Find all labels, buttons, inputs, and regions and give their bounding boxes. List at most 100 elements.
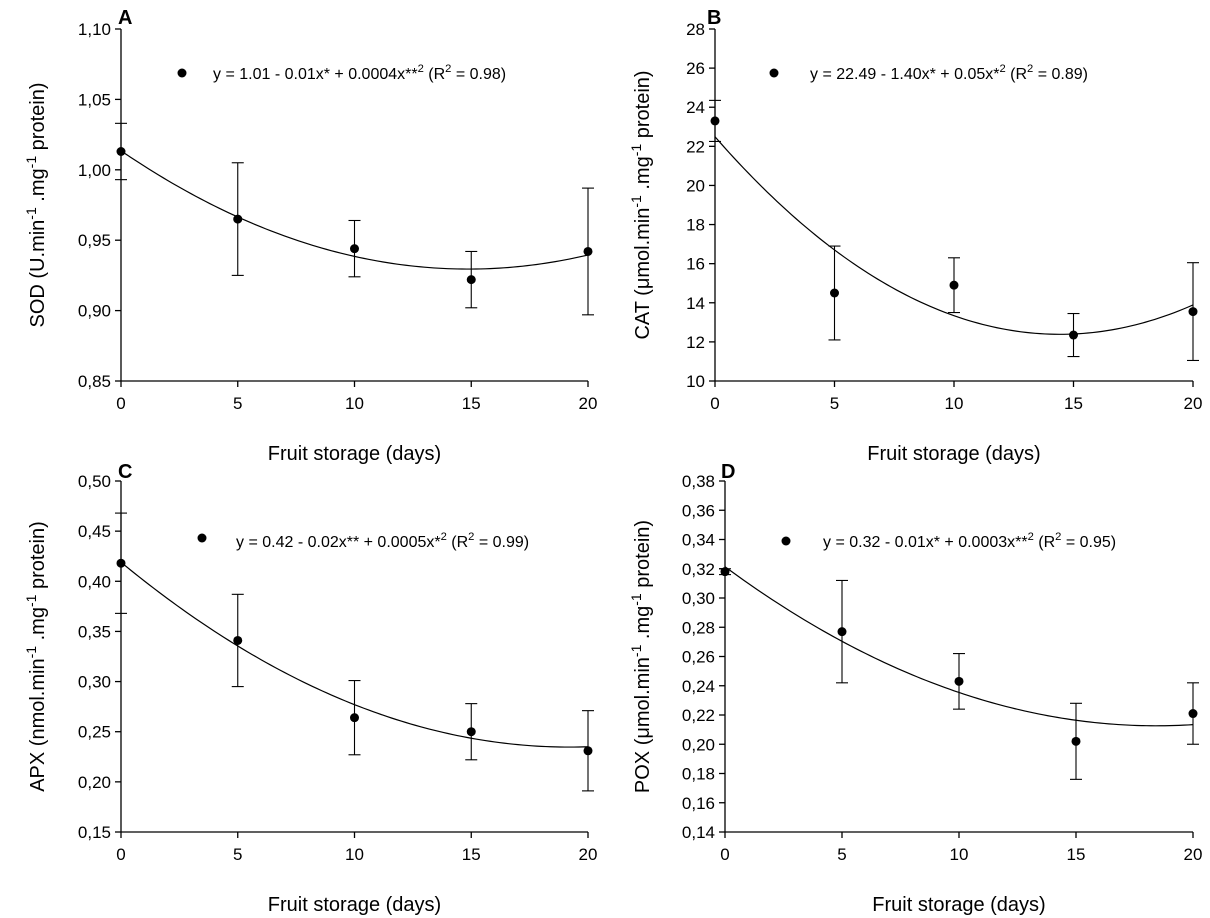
y-tick-label: 26: [686, 59, 705, 78]
y-axis-title-segment: protein): [632, 70, 654, 143]
x-axis-title: Fruit storage (days): [268, 443, 441, 465]
x-tick-label: 15: [462, 394, 481, 413]
data-point: [583, 746, 593, 756]
y-tick-label: 0,38: [682, 472, 715, 491]
x-tick-label: 5: [830, 394, 839, 413]
panel-label: B: [707, 7, 721, 29]
data-point: [466, 727, 476, 737]
regression-equation-superscript: 2: [445, 63, 451, 75]
y-tick-label: 0,18: [682, 765, 715, 784]
y-tick-label: 0,20: [78, 773, 111, 792]
y-axis-title-segment: .mg: [632, 156, 654, 195]
y-tick-label: 22: [686, 137, 705, 156]
y-axis-title-segment: protein): [27, 521, 49, 594]
x-tick-label: 0: [720, 845, 729, 864]
regression-equation-segment: y = 22.49 - 1.40x* + 0.05x*: [810, 66, 999, 83]
regression-equation: y = 22.49 - 1.40x* + 0.05x*2 (R2 = 0.89): [810, 63, 1088, 83]
x-tick-label: 20: [1184, 845, 1203, 864]
y-tick-label: 0,90: [78, 302, 111, 321]
y-tick-label: 1,05: [78, 90, 111, 109]
data-point: [1071, 736, 1081, 746]
y-tick-label: 0,50: [78, 472, 111, 491]
regression-equation-segment: = 0.95): [1061, 534, 1116, 551]
y-axis-title-superscript: -1: [23, 156, 39, 169]
regression-equation-segment: = 0.98): [451, 66, 506, 83]
y-tick-label: 0,95: [78, 231, 111, 250]
x-tick-label: 5: [233, 845, 242, 864]
y-axis-title-superscript: -1: [23, 594, 39, 607]
y-tick-label: 14: [686, 294, 705, 313]
y-axis-title: POX (μmol.min-1 .mg-1 protein): [628, 520, 654, 793]
x-tick-label: 10: [950, 845, 969, 864]
y-tick-label: 16: [686, 255, 705, 274]
y-tick-label: 24: [686, 98, 705, 117]
x-tick-label: 20: [579, 845, 598, 864]
regression-equation-segment: y = 1.01 - 0.01x* + 0.0004x**: [213, 66, 418, 83]
y-tick-label: 0,32: [682, 560, 715, 579]
x-tick-label: 10: [945, 394, 964, 413]
chart-panel-d: 0,14 0,16 0,18 0,20 0,22 0,24 0,26 0,28 0,30 0,32…: [628, 461, 1203, 916]
y-axis-title-segment: CAT (μmol.min: [632, 208, 654, 340]
panel-label: C: [118, 461, 132, 483]
regression-equation-segment: (R: [424, 66, 445, 83]
x-tick-label: 10: [345, 845, 364, 864]
panel-label: D: [721, 461, 735, 483]
x-tick-label: 5: [837, 845, 846, 864]
data-point: [954, 676, 964, 686]
regression-equation-segment: y = 0.32 - 0.01x* + 0.0003x**: [823, 534, 1028, 551]
regression-equation-superscript: 2: [468, 531, 474, 543]
data-point: [583, 246, 593, 256]
data-point: [350, 244, 359, 254]
x-tick-label: 15: [1067, 845, 1086, 864]
y-tick-label: 0,85: [78, 372, 111, 391]
y-tick-label: 12: [686, 333, 705, 352]
y-tick-label: 0,45: [78, 522, 111, 541]
y-axis-title-superscript: -1: [23, 207, 39, 220]
regression-equation-segment: (R: [1006, 66, 1027, 83]
x-tick-label: 15: [462, 845, 481, 864]
y-tick-label: 0,30: [78, 673, 111, 692]
y-tick-label: 1,00: [78, 161, 111, 180]
x-tick-label: 10: [345, 394, 364, 413]
y-axis-title-superscript: -1: [23, 646, 39, 659]
x-tick-label: 0: [710, 394, 719, 413]
x-tick-label: 0: [116, 394, 125, 413]
x-axis-title: Fruit storage (days): [872, 894, 1045, 916]
chart-panel-c: 0,15 0,20 0,25 0,30 0,35 0,40 0,45 0,50 0 5 10 15 20…: [23, 461, 598, 916]
data-point: [720, 567, 730, 577]
y-tick-label: 0,30: [682, 589, 715, 608]
x-tick-label: 0: [116, 845, 125, 864]
data-point: [837, 627, 847, 637]
y-axis-title: APX (nmol.min-1 .mg-1 protein): [23, 521, 49, 792]
panel-label: A: [118, 7, 132, 29]
regression-equation-segment: = 0.99): [474, 534, 529, 551]
y-tick-label: 0,28: [682, 618, 715, 637]
regression-equation: y = 0.42 - 0.02x** + 0.0005x*2 (R2 = 0.9…: [236, 531, 529, 551]
y-tick-label: 0,22: [682, 706, 715, 725]
regression-equation-segment: = 0.89): [1033, 66, 1088, 83]
data-point: [830, 288, 839, 298]
y-axis-title-segment: protein): [27, 83, 49, 156]
x-axis-title: Fruit storage (days): [268, 894, 441, 916]
data-point: [710, 116, 720, 126]
legend-marker: [177, 68, 187, 78]
y-axis-title: CAT (μmol.min-1 .mg-1 protein): [628, 70, 654, 339]
data-point: [116, 146, 126, 156]
y-axis-title-segment: POX (μmol.min: [632, 657, 654, 793]
data-point: [1188, 307, 1198, 317]
regression-equation-superscript: 2: [441, 531, 447, 543]
regression-equation: y = 0.32 - 0.01x* + 0.0003x**2 (R2 = 0.9…: [823, 531, 1116, 551]
x-tick-label: 15: [1064, 394, 1083, 413]
y-axis-title-superscript: -1: [628, 644, 644, 657]
regression-equation-superscript: 2: [1028, 531, 1034, 543]
y-tick-label: 10: [686, 372, 705, 391]
regression-equation: y = 1.01 - 0.01x* + 0.0004x**2 (R2 = 0.9…: [213, 63, 506, 83]
data-point: [350, 713, 359, 723]
y-tick-label: 0,16: [682, 794, 715, 813]
legend-marker: [781, 536, 791, 546]
data-point: [1188, 709, 1198, 719]
legend-marker: [769, 68, 779, 78]
y-tick-label: 1,10: [78, 20, 111, 39]
